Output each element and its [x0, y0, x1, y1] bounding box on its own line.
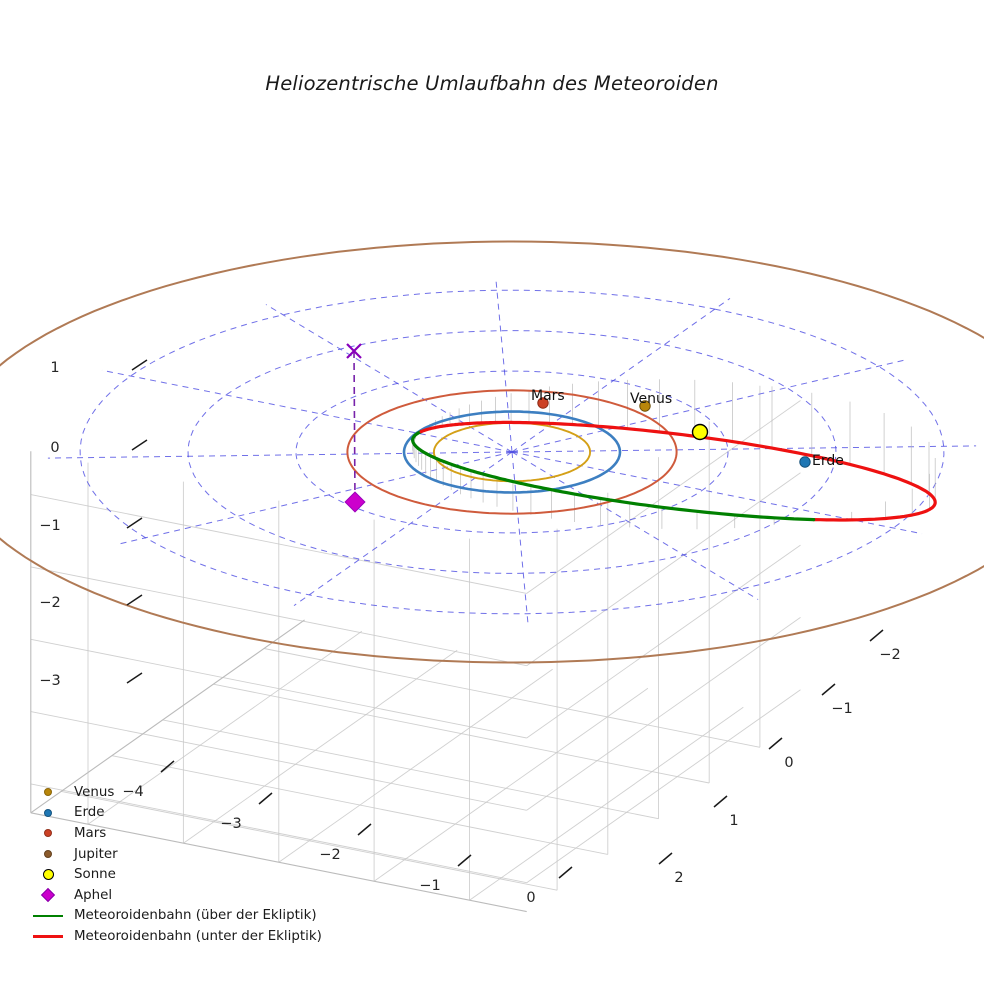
venus-label: Venus: [630, 391, 673, 407]
line-icon: [33, 914, 63, 918]
meteoroid-orbit: [411, 420, 937, 522]
z-axis-tick-1: 0: [50, 440, 60, 456]
planet-orbits: [0, 240, 984, 664]
orbit-projection-stems: [412, 379, 936, 530]
legend-item-label: Meteoroidenbahn (über der Ekliptik): [74, 908, 317, 924]
legend-item-jupiter[interactable]: Jupiter: [30, 844, 350, 865]
z-axis-tick-0: 1: [50, 360, 60, 376]
x-axis-tick-1: −3: [220, 816, 242, 832]
legend-dot-swatch: [30, 782, 66, 802]
line-icon: [33, 935, 63, 938]
circle-icon: [44, 850, 52, 859]
y-axis-tick-4: 2: [674, 870, 684, 886]
y-axis-tick-0: −2: [879, 647, 901, 663]
legend-dot-swatch: [30, 823, 66, 843]
legend-item-label: Erde: [74, 805, 105, 821]
legend-item-erde[interactable]: Erde: [30, 803, 350, 824]
legend-item-label: Venus: [74, 784, 115, 800]
legend-dot-swatch: [30, 865, 66, 885]
circle-icon: [44, 788, 52, 797]
legend-dot-swatch: [30, 844, 66, 864]
x-axis-tick-4: 0: [526, 890, 536, 906]
legend-item-label: Sonne: [74, 867, 116, 883]
erde-label: Erde: [812, 453, 844, 469]
legend-item-venus[interactable]: Venus: [30, 782, 350, 803]
page-title: Heliozentrische Umlaufbahn des Meteoroid…: [265, 72, 719, 95]
circle-icon: [42, 869, 54, 881]
body-markers: [344, 343, 811, 513]
y-axis-tick-3: 1: [729, 813, 739, 829]
legend-item-label: Mars: [74, 825, 107, 841]
ecliptic-polar-grid: [47, 278, 977, 626]
legend-item-aphel[interactable]: Aphel: [30, 885, 350, 906]
axis-tick-marks: [126, 359, 884, 879]
legend-line-swatch: [30, 926, 66, 946]
circle-icon: [44, 808, 52, 817]
legend-item-label: Jupiter: [74, 846, 118, 862]
legend-item-sonne[interactable]: Sonne: [30, 864, 350, 885]
mars-label: Mars: [531, 388, 565, 404]
z-axis-tick-3: −2: [39, 595, 61, 611]
legend-item-label: Aphel: [74, 887, 113, 903]
legend-line-swatch: [30, 906, 66, 926]
legend-diamond-swatch: [30, 885, 66, 905]
z-axis-tick-4: −3: [39, 673, 61, 689]
legend-item-meteoroidenbahn[interactable]: Meteoroidenbahn (unter der Ekliptik): [30, 926, 350, 947]
legend: Venus Erde Mars Jupiter Sonne Aphel Meteoroide…: [30, 782, 350, 947]
x-axis-tick-0: −4: [122, 784, 144, 800]
y-axis-tick-2: 0: [784, 755, 794, 771]
legend-dot-swatch: [30, 803, 66, 823]
legend-item-label: Meteoroidenbahn (unter der Ekliptik): [74, 928, 322, 944]
diamond-icon: [40, 888, 56, 903]
circle-icon: [44, 829, 52, 838]
legend-item-mars[interactable]: Mars: [30, 823, 350, 844]
z-axis-tick-2: −1: [39, 518, 61, 534]
x-axis-tick-3: −1: [419, 878, 441, 894]
legend-item-meteoroidenbahn[interactable]: Meteoroidenbahn (über der Ekliptik): [30, 906, 350, 927]
x-axis-tick-2: −2: [319, 847, 341, 863]
axes-pane-grid: [30, 385, 801, 913]
y-axis-tick-1: −1: [831, 701, 853, 717]
